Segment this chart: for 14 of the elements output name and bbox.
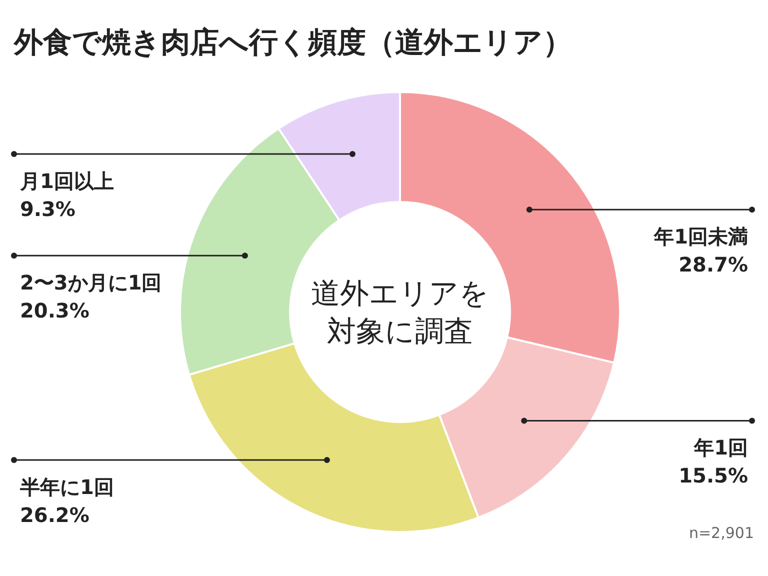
data-label: 15.5%: [678, 464, 748, 488]
data-label: 9.3%: [20, 196, 76, 221]
chart-title: 外食で焼き肉店へ行く頻度（道外エリア）: [13, 25, 572, 59]
slice-label: 月1回以上: [19, 168, 114, 193]
slice-label: 年1回未満: [653, 224, 748, 249]
slice-label: 年1回: [693, 436, 748, 460]
data-label: 20.3%: [20, 298, 90, 323]
data-label: 28.7%: [678, 252, 748, 277]
text: 対象に調査: [327, 314, 473, 348]
slice-label: 2〜3か月に1回: [20, 270, 162, 295]
slice-label: 半年に1回: [19, 474, 114, 499]
text: n=2,901: [688, 524, 754, 542]
data-label: 26.2%: [20, 502, 90, 527]
text: 道外エリアを: [311, 276, 489, 310]
